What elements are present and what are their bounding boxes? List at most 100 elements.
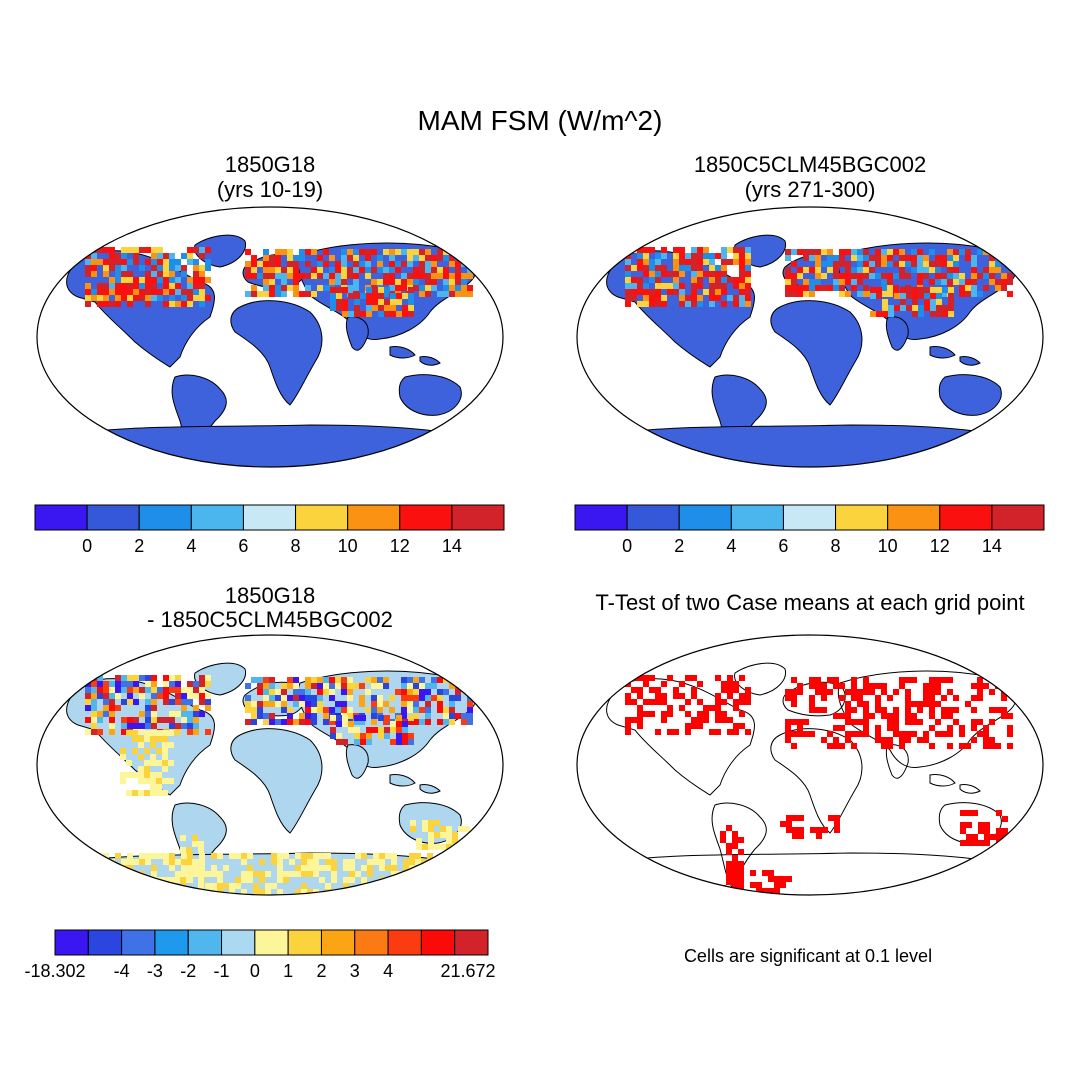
difference-cell xyxy=(193,871,199,877)
significant-cell xyxy=(785,737,791,743)
difference-cell xyxy=(205,681,211,687)
snowmelt-cell xyxy=(109,277,115,283)
snowmelt-cell xyxy=(275,249,281,255)
snowmelt-cell xyxy=(655,271,661,277)
difference-cell xyxy=(91,717,97,723)
snowmelt-cell xyxy=(329,273,335,279)
snowmelt-cell xyxy=(371,279,377,285)
colorbar-tick-label: 0 xyxy=(250,961,260,981)
difference-cell xyxy=(377,695,383,701)
colorbar-tick-label: -2 xyxy=(180,961,196,981)
snowmelt-cell xyxy=(151,283,157,289)
significant-cell xyxy=(929,677,935,683)
snowmelt-cell xyxy=(643,253,649,259)
significant-cell xyxy=(756,888,762,894)
significant-cell xyxy=(929,707,935,713)
significant-cell xyxy=(786,876,792,882)
difference-cell xyxy=(145,717,151,723)
snowmelt-cell xyxy=(809,267,815,273)
difference-cell xyxy=(365,677,371,683)
difference-cell xyxy=(437,719,443,725)
difference-cell xyxy=(192,835,198,841)
difference-cell xyxy=(307,871,313,877)
snowmelt-cell xyxy=(342,311,348,317)
difference-cell xyxy=(323,683,329,689)
snowmelt-cell xyxy=(127,295,133,301)
snowmelt-cell xyxy=(649,271,655,277)
colorbar-tick-label: -4 xyxy=(114,961,130,981)
significant-cell xyxy=(673,687,679,693)
significant-cell xyxy=(637,693,643,699)
difference-cell xyxy=(144,766,150,772)
snowmelt-cell xyxy=(948,287,954,293)
snowmelt-cell xyxy=(948,311,954,317)
difference-cell xyxy=(317,689,323,695)
snowmelt-cell xyxy=(709,271,715,277)
difference-cell xyxy=(181,889,187,895)
difference-cell xyxy=(181,687,187,693)
snowmelt-cell xyxy=(407,273,413,279)
difference-cell xyxy=(427,853,433,859)
snowmelt-cell xyxy=(323,249,329,255)
snowmelt-cell xyxy=(791,273,797,279)
snowmelt-cell xyxy=(715,295,721,301)
colorbar-swatch xyxy=(86,504,140,531)
snowmelt-cell xyxy=(353,267,359,273)
difference-cell xyxy=(265,889,271,895)
snowmelt-cell xyxy=(317,261,323,267)
difference-cell xyxy=(181,711,187,717)
difference-cell xyxy=(91,729,97,735)
significant-cell xyxy=(923,731,929,737)
snowmelt-cell xyxy=(263,261,269,267)
snowmelt-cell xyxy=(103,295,109,301)
snowmelt-cell xyxy=(797,273,803,279)
significant-cell xyxy=(845,701,851,707)
difference-cell xyxy=(162,790,168,796)
snowmelt-cell xyxy=(929,261,935,267)
snowmelt-cell xyxy=(365,249,371,255)
snowmelt-cell xyxy=(845,273,851,279)
snowmelt-cell xyxy=(127,271,133,277)
significant-cell xyxy=(1001,713,1007,719)
snowmelt-cell xyxy=(139,289,145,295)
difference-cell xyxy=(180,847,186,853)
difference-cell xyxy=(401,701,407,707)
snowmelt-cell xyxy=(317,267,323,273)
snowmelt-cell xyxy=(995,279,1001,285)
snowmelt-cell xyxy=(936,293,942,299)
snowmelt-cell xyxy=(461,291,467,297)
snowmelt-cell xyxy=(887,255,893,261)
difference-cell xyxy=(151,705,157,711)
difference-cell xyxy=(120,748,126,754)
snowmelt-cell xyxy=(145,259,151,265)
difference-cell xyxy=(145,699,151,705)
significant-cell xyxy=(721,711,727,717)
difference-cell xyxy=(205,699,211,705)
significant-cell xyxy=(792,815,798,821)
difference-cell xyxy=(307,865,313,871)
difference-cell xyxy=(121,699,127,705)
difference-cell xyxy=(144,772,150,778)
difference-cell xyxy=(257,689,263,695)
difference-cell xyxy=(427,871,433,877)
colorbar-tick-label: 2 xyxy=(674,536,684,556)
significant-cell xyxy=(828,815,834,821)
significance-note: Cells are significant at 0.1 level xyxy=(684,946,932,966)
snowmelt-cell xyxy=(169,277,175,283)
snowmelt-cell xyxy=(899,267,905,273)
snowmelt-cell xyxy=(347,273,353,279)
difference-cell xyxy=(198,871,204,877)
difference-cell xyxy=(443,719,449,725)
difference-cell xyxy=(157,883,163,889)
snowmelt-cell xyxy=(827,285,833,291)
colorbar-swatch xyxy=(730,504,784,531)
snowmelt-cell xyxy=(839,291,845,297)
difference-cell xyxy=(355,853,361,859)
snowmelt-cell xyxy=(917,267,923,273)
snowmelt-cell xyxy=(287,273,293,279)
difference-cell xyxy=(355,871,361,877)
significant-cell xyxy=(893,707,899,713)
difference-cell xyxy=(127,871,133,877)
difference-cell xyxy=(323,719,329,725)
snowmelt-cell xyxy=(637,253,643,259)
